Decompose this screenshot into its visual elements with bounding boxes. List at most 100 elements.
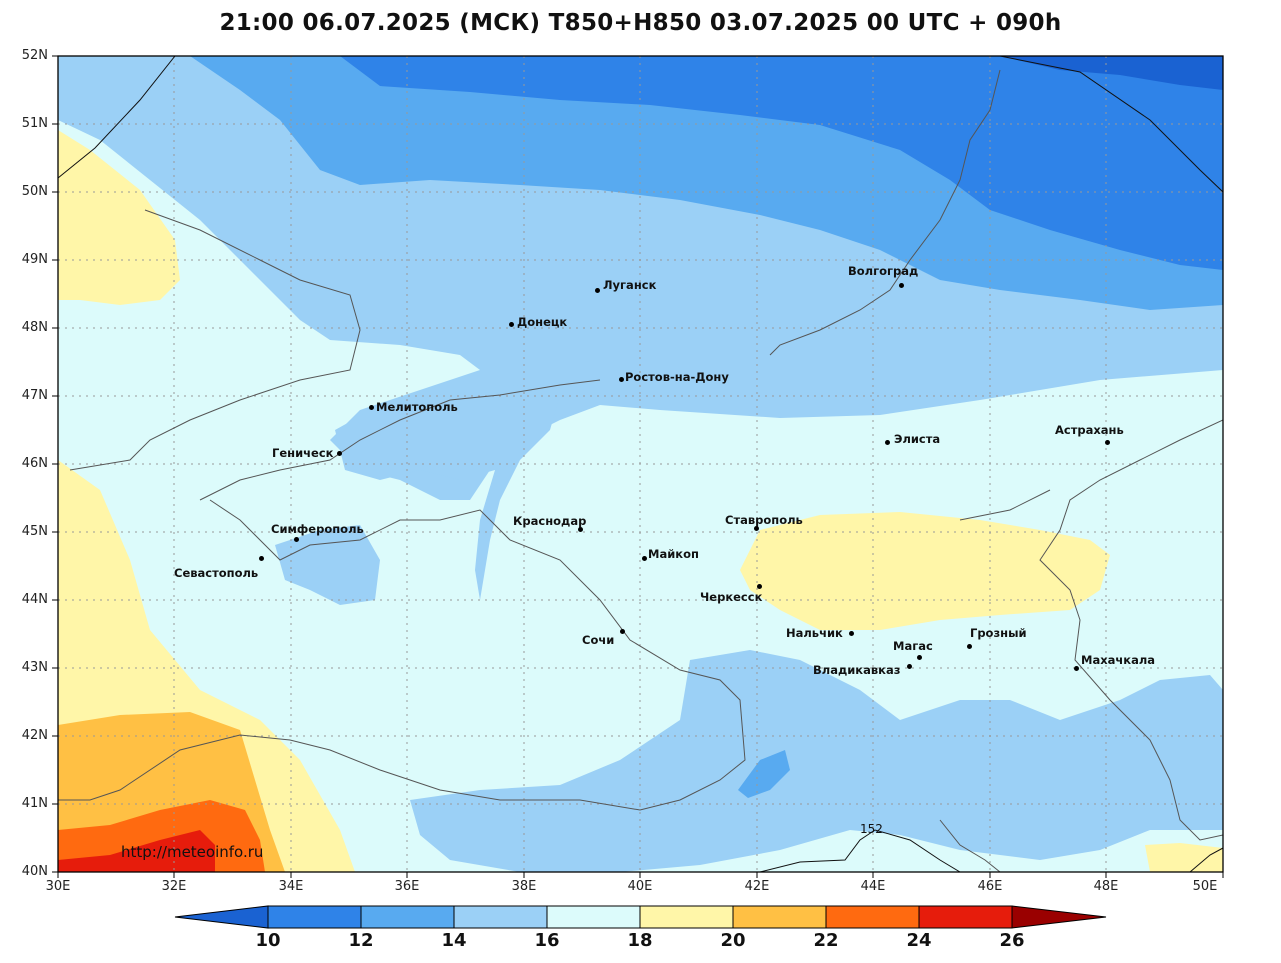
field-14-16-crimea — [275, 525, 380, 605]
city-marker — [849, 631, 854, 636]
city-label-volgograd: Волгоград — [848, 264, 919, 278]
city-label-sochi: Сочи — [582, 633, 615, 647]
lon-label: 48E — [1093, 879, 1119, 894]
city-label-donetsk: Донецк — [517, 315, 568, 329]
lat-label: 44N — [21, 592, 48, 607]
colorbar-label: 16 — [534, 930, 560, 951]
city-label-sevastopol: Севастополь — [174, 566, 259, 580]
city-label-astrakhan: Астрахань — [1055, 423, 1124, 437]
city-label-stavropol: Ставрополь — [725, 513, 803, 527]
field-12-14-lens — [738, 750, 790, 798]
lon-label: 42E — [744, 879, 770, 894]
field-24-26 — [58, 830, 215, 872]
colorbar-label: 12 — [348, 930, 374, 951]
city-label-rostov: Ростов-на-Дону — [625, 370, 729, 384]
city-marker — [754, 526, 759, 531]
city-label-grozny: Грозный — [970, 626, 1027, 640]
city-marker — [259, 556, 264, 561]
city-marker — [757, 584, 762, 589]
colorbar-label: 24 — [906, 930, 932, 951]
city-marker — [294, 537, 299, 542]
lon-label: 50E — [1192, 879, 1218, 894]
lat-label: 50N — [21, 184, 48, 199]
city-marker — [1074, 666, 1079, 671]
lat-label: 42N — [21, 728, 48, 743]
field-18-20-west — [58, 130, 180, 305]
city-label-cherkessk: Черкесск — [700, 590, 763, 604]
city-label-vladikavkaz: Владикавказ — [813, 663, 901, 677]
lat-label: 49N — [21, 252, 48, 267]
axis-ticks — [52, 55, 1224, 878]
colorbar-label: 18 — [627, 930, 653, 951]
city-marker — [509, 322, 514, 327]
city-label-lugansk: Луганск — [603, 278, 657, 292]
grid-lines — [58, 56, 1223, 872]
field-10-12 — [340, 56, 1223, 270]
city-label-simferopol: Симферополь — [271, 522, 364, 536]
field-14-16-azov — [335, 385, 560, 600]
colorbar-seg-12-14 — [360, 905, 455, 929]
city-label-melitopol: Мелитополь — [376, 400, 458, 414]
city-marker — [337, 451, 342, 456]
city-marker — [917, 655, 922, 660]
colorbar-seg-14-16 — [453, 905, 548, 929]
lat-label: 41N — [21, 796, 48, 811]
city-marker — [899, 283, 904, 288]
field-lt-10 — [1000, 56, 1223, 90]
colorbar-label: 14 — [441, 930, 467, 951]
lat-label: 47N — [21, 388, 48, 403]
lon-label: 32E — [161, 879, 187, 894]
colorbar-label: 20 — [720, 930, 746, 951]
lon-label: 40E — [627, 879, 653, 894]
colorbar-seg-22-24 — [825, 905, 920, 929]
colorbar-seg-10-12 — [267, 905, 362, 929]
city-marker — [619, 377, 624, 382]
coastlines — [58, 69, 1223, 872]
lat-label: 43N — [21, 660, 48, 675]
colorbar-label: 10 — [255, 930, 281, 951]
field-14-16-south — [410, 650, 1223, 872]
map-title: 21:00 06.07.2025 (МСК) T850+H850 03.07.2… — [219, 10, 1062, 36]
lat-label: 48N — [21, 320, 48, 335]
city-marker — [369, 405, 374, 410]
lon-label: 38E — [511, 879, 537, 894]
colorbar — [174, 905, 1107, 929]
temperature-fields — [58, 56, 1223, 872]
city-marker — [1105, 440, 1110, 445]
field-18-20-corner — [1145, 843, 1223, 872]
city-marker — [595, 288, 600, 293]
city-marker — [620, 629, 625, 634]
lat-label: 45N — [21, 524, 48, 539]
source-watermark: http://meteoinfo.ru — [121, 843, 264, 861]
city-label-genichesk: Геническ — [272, 446, 334, 460]
contour-value-label: 152 — [860, 822, 883, 836]
city-label-krasnodar: Краснодар — [513, 514, 587, 528]
lon-label: 46E — [977, 879, 1003, 894]
lat-label: 46N — [21, 456, 48, 471]
colorbar-label: 26 — [999, 930, 1025, 951]
city-marker — [642, 556, 647, 561]
colorbar-seg-gt26 — [1011, 905, 1107, 929]
lon-label: 34E — [278, 879, 304, 894]
colorbar-seg-20-22 — [732, 905, 827, 929]
city-label-maykop: Майкоп — [648, 547, 699, 561]
city-label-elista: Элиста — [894, 432, 941, 446]
city-marker — [907, 664, 912, 669]
city-marker — [578, 527, 583, 532]
colorbar-seg-16-18 — [546, 905, 641, 929]
lat-label: 51N — [21, 116, 48, 131]
colorbar-seg-lt10 — [174, 905, 269, 929]
lon-label: 30E — [45, 879, 71, 894]
city-label-magas: Магас — [893, 639, 933, 653]
lat-label: 40N — [21, 864, 48, 879]
lat-label: 52N — [21, 48, 48, 63]
city-marker — [967, 644, 972, 649]
colorbar-seg-18-20 — [639, 905, 734, 929]
colorbar-label: 22 — [813, 930, 839, 951]
city-marker — [885, 440, 890, 445]
colorbar-seg-24-26 — [918, 905, 1013, 929]
lon-label: 36E — [394, 879, 420, 894]
lon-label: 44E — [860, 879, 886, 894]
contour-lines — [58, 56, 1223, 872]
